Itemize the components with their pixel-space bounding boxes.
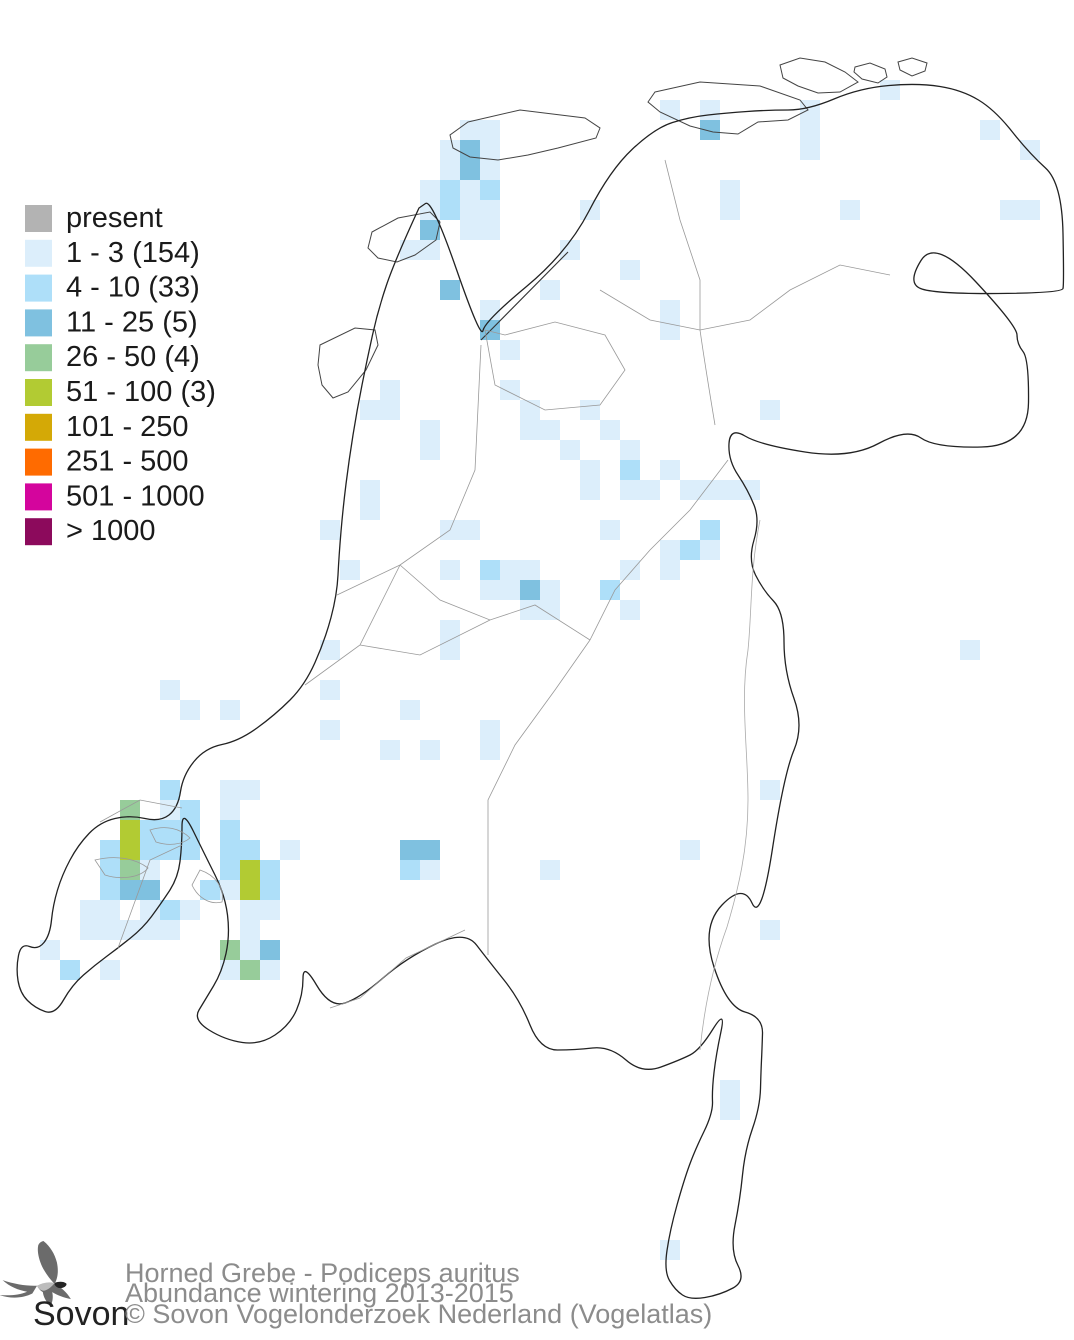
svg-text:251 - 500: 251 - 500 bbox=[66, 446, 189, 478]
svg-text:4 - 10 (33): 4 - 10 (33) bbox=[66, 272, 200, 304]
svg-text:© Sovon Vogelonderzoek Nederla: © Sovon Vogelonderzoek Nederland (Vogela… bbox=[125, 1299, 712, 1329]
svg-text:present: present bbox=[66, 202, 163, 234]
svg-text:Sovon: Sovon bbox=[33, 1295, 129, 1333]
svg-text:1 - 3 (154): 1 - 3 (154) bbox=[66, 237, 200, 269]
svg-text:51 - 100 (3): 51 - 100 (3) bbox=[66, 376, 216, 408]
svg-text:501 - 1000: 501 - 1000 bbox=[66, 480, 205, 512]
svg-text:> 1000: > 1000 bbox=[66, 515, 156, 547]
svg-text:26 - 50 (4): 26 - 50 (4) bbox=[66, 341, 200, 373]
svg-text:11 - 25 (5): 11 - 25 (5) bbox=[66, 306, 198, 338]
svg-text:101 - 250: 101 - 250 bbox=[66, 411, 189, 443]
